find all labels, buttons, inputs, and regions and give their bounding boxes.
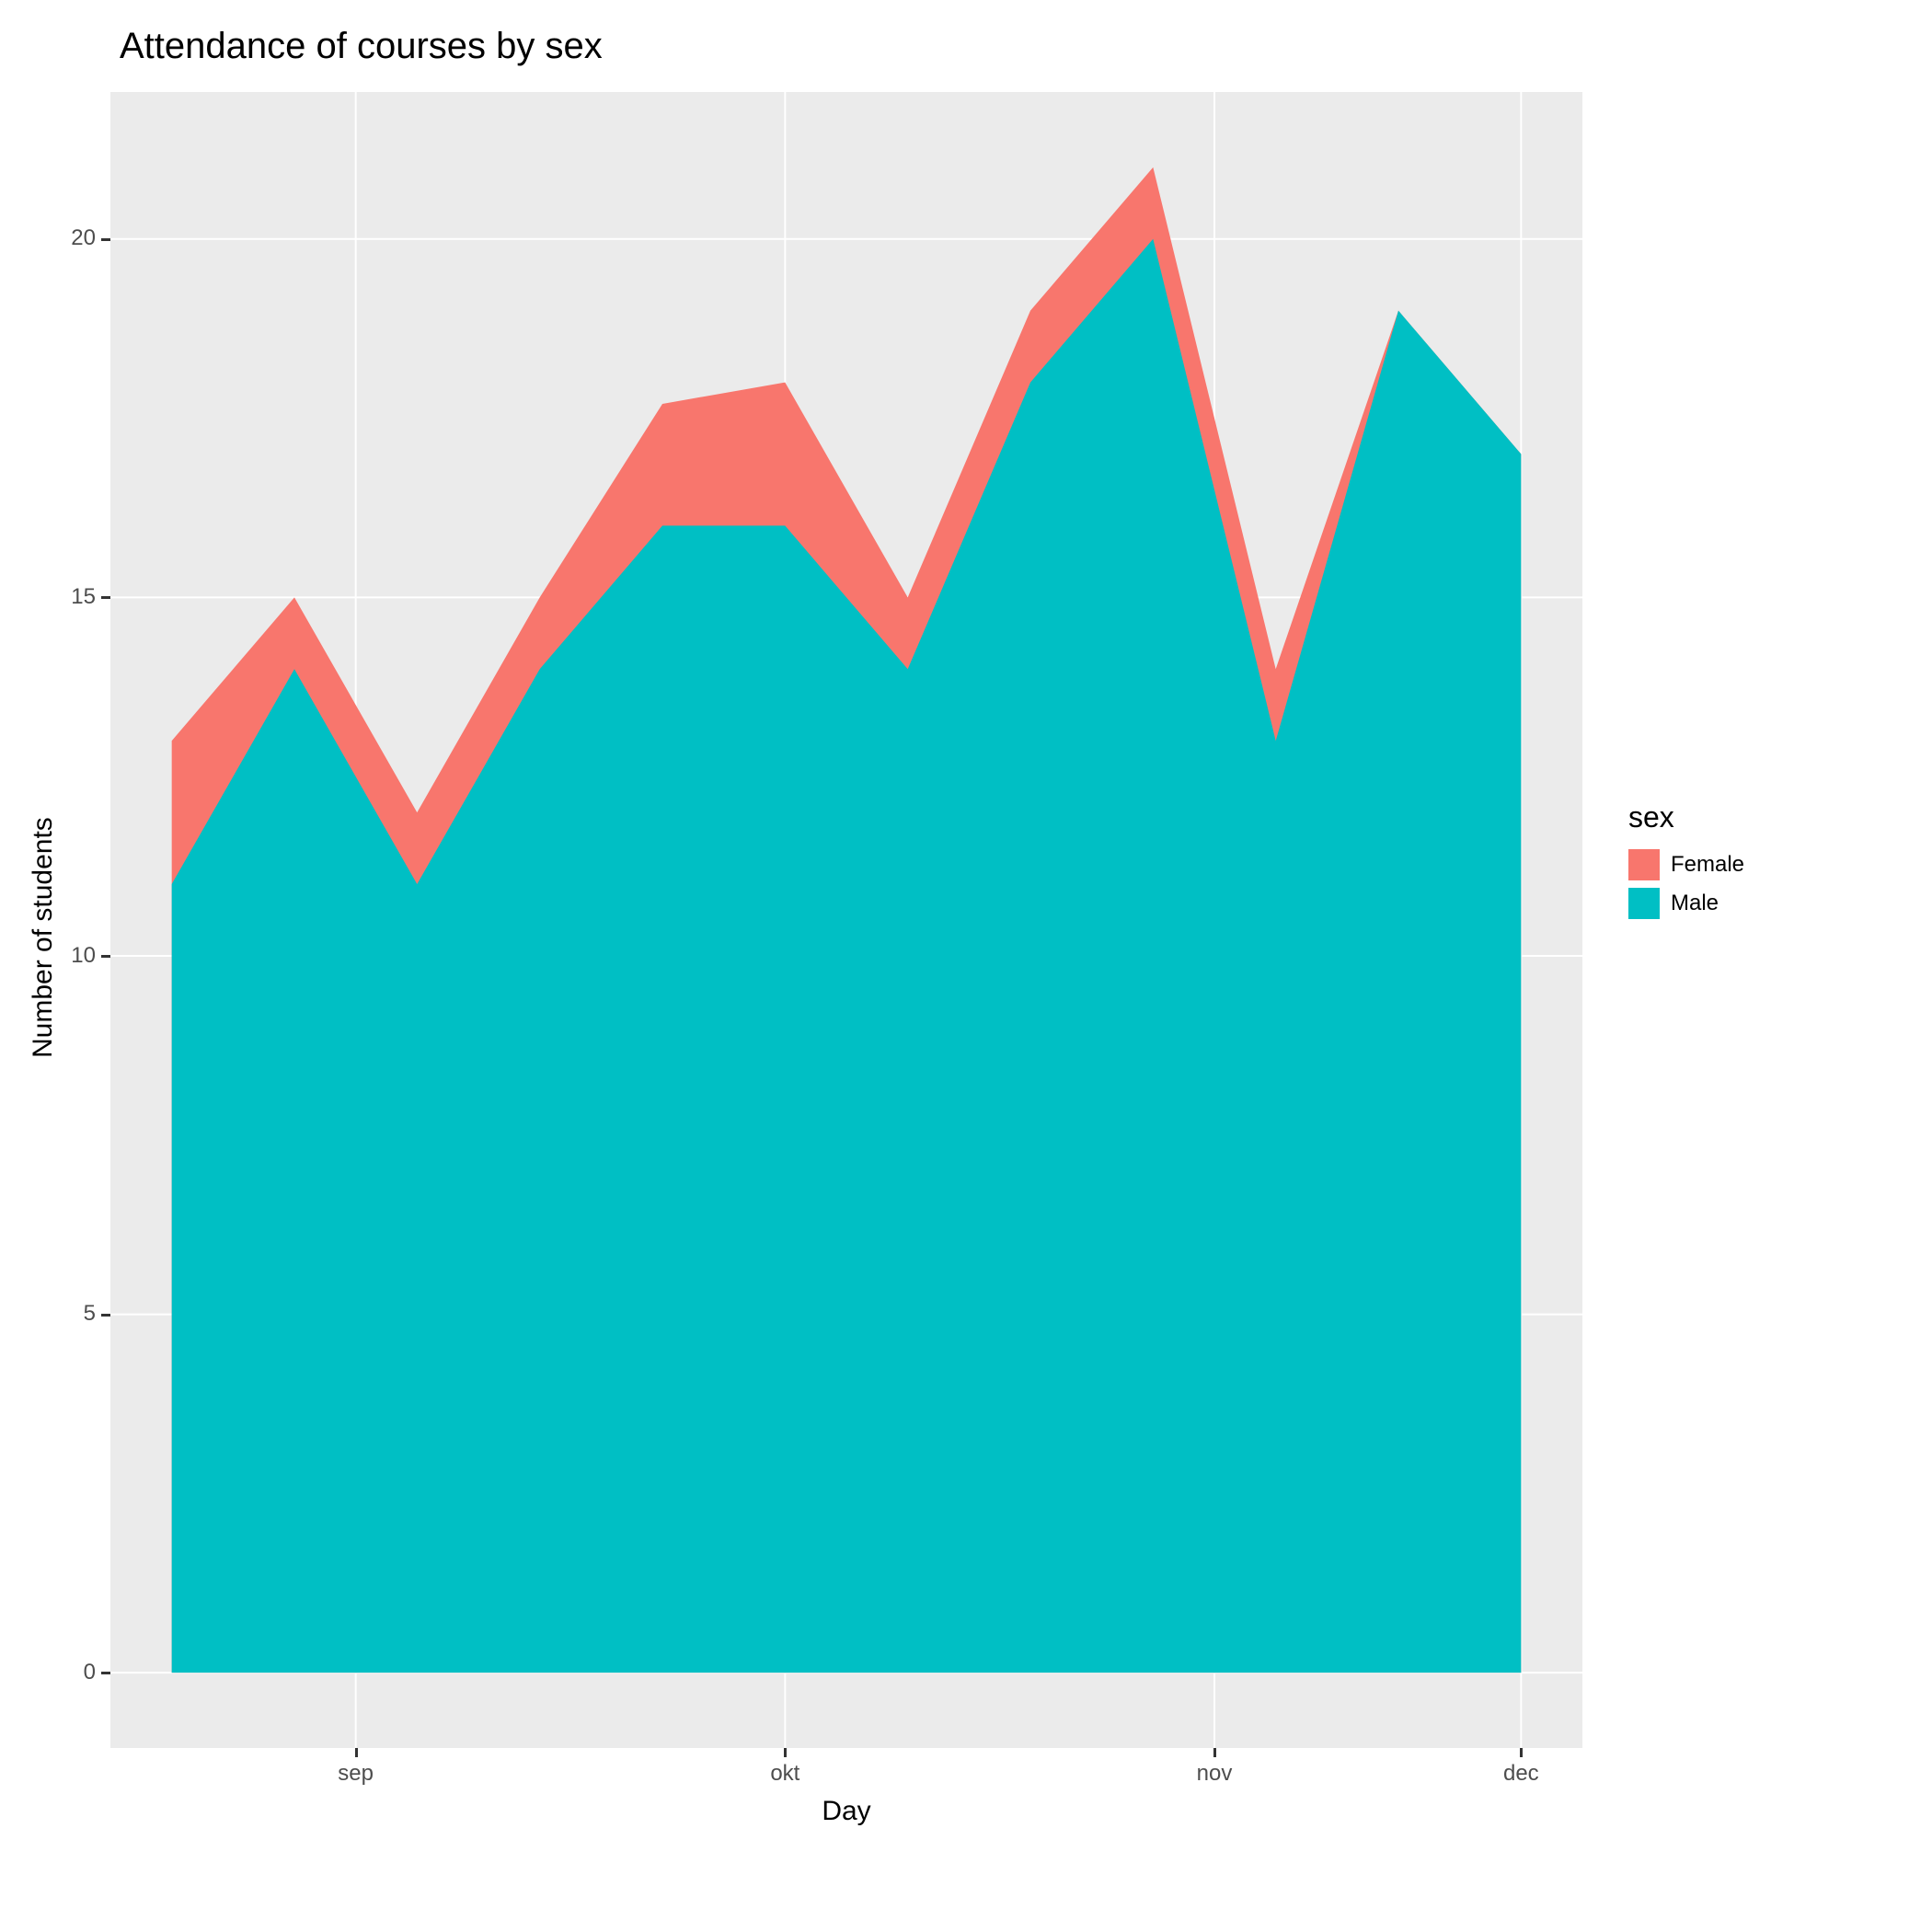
legend-key [1628,888,1660,919]
legend-item: Female [1628,849,1744,880]
y-tick-label: 20 [71,225,96,251]
x-axis-title: Day [791,1796,902,1827]
y-tick-mark [101,955,110,958]
x-tick-mark [355,1748,358,1757]
chart-title: Attendance of courses by sex [120,26,603,67]
y-tick-mark [101,238,110,241]
y-tick-label: 15 [71,584,96,610]
chart-svg [0,0,1932,1932]
y-tick-mark [101,1672,110,1674]
legend: sex Female Male [1628,800,1744,926]
y-axis-title: Number of students [28,817,59,1058]
legend-label: Female [1671,852,1744,878]
y-tick-label: 0 [84,1660,96,1685]
x-tick-label: sep [328,1761,384,1787]
legend-title: sex [1628,800,1744,834]
y-tick-mark [101,596,110,599]
x-tick-label: dec [1493,1761,1548,1787]
legend-item: Male [1628,888,1744,919]
x-tick-label: okt [757,1761,812,1787]
y-tick-label: 10 [71,943,96,969]
x-tick-label: nov [1187,1761,1242,1787]
x-tick-mark [1520,1748,1523,1757]
y-tick-mark [101,1314,110,1317]
x-tick-mark [1213,1748,1216,1757]
legend-key [1628,849,1660,880]
x-tick-mark [784,1748,787,1757]
y-tick-label: 5 [84,1301,96,1327]
legend-label: Male [1671,891,1719,916]
